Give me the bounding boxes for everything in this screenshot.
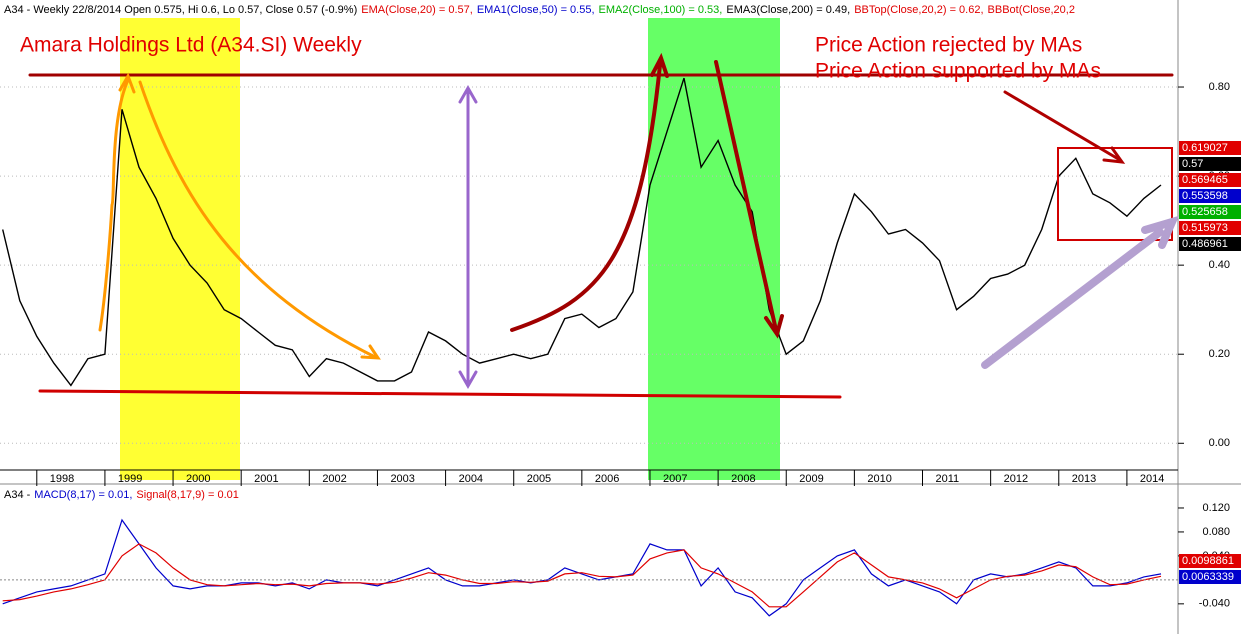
x-tick-label: 2001 <box>254 473 278 485</box>
support-line <box>38 389 842 399</box>
panel-header: A34 - MACD(8,17) = 0.01, Signal(8,17,9) = … <box>4 489 239 501</box>
value-box <box>1179 570 1241 584</box>
x-tick-label: 2010 <box>867 473 891 485</box>
x-tick-label: 2008 <box>731 473 755 485</box>
y-tick-label: 0.20 <box>1209 348 1230 360</box>
panel-header: A34 - Weekly 22/8/2014 Open 0.575, Hi 0.… <box>4 4 1075 16</box>
x-tick-label: 2011 <box>936 473 960 485</box>
x-tick-label: 2004 <box>459 473 483 485</box>
x-tick-label: 2000 <box>186 473 210 485</box>
x-tick-label: 1998 <box>50 473 74 485</box>
value-box <box>1179 221 1241 235</box>
chart-title: Amara Holdings Ltd (A34.SI) Weekly <box>20 34 362 57</box>
y-tick-label: -0.040 <box>1199 598 1230 610</box>
value-box <box>1179 173 1241 187</box>
surge-arrow <box>510 52 669 332</box>
value-box-label: 0.553598 <box>1182 190 1228 202</box>
x-tick-label: 2002 <box>322 473 346 485</box>
x-tick-label: 2013 <box>1072 473 1096 485</box>
crash-arrow <box>714 60 784 339</box>
drawings <box>28 52 1180 399</box>
value-box-label: 0.0098861 <box>1182 555 1234 567</box>
indicator-line <box>2 543 1162 608</box>
rise-arrow <box>98 72 136 332</box>
value-box <box>1179 205 1241 219</box>
x-tick-label: 2014 <box>1140 473 1164 485</box>
y-tick-label: 0.00 <box>1209 437 1230 449</box>
supported-arrow <box>981 215 1180 369</box>
range-arrow-heads <box>458 84 478 390</box>
header-item: BBTop(Close,20,2) = 0.62, <box>854 4 983 16</box>
header-item: A34 - <box>4 489 31 501</box>
header-item: EMA1(Close,50) = 0.55, <box>477 4 595 16</box>
x-tick-label: 2003 <box>390 473 414 485</box>
value-box-label: 0.486961 <box>1182 238 1228 250</box>
x-tick-label: 2012 <box>1004 473 1028 485</box>
header-item: Signal(8,17,9) = 0.01 <box>136 489 238 501</box>
header-item: MACD(8,17) = 0.01, <box>34 489 132 501</box>
x-tick-label: 2007 <box>663 473 687 485</box>
header-item: EMA2(Close,100) = 0.53, <box>599 4 723 16</box>
y-tick-label: 0.80 <box>1209 81 1230 93</box>
value-box-label: 0.569465 <box>1182 174 1228 186</box>
header-item: A34 - Weekly 22/8/2014 Open 0.575, Hi 0.… <box>4 4 357 16</box>
x-tick-label: 2009 <box>799 473 823 485</box>
decline-arrow <box>138 80 381 360</box>
value-box-label: 0.619027 <box>1182 142 1228 154</box>
x-tick-label: 1999 <box>118 473 142 485</box>
x-tick-label: 2006 <box>595 473 619 485</box>
value-box <box>1179 157 1241 171</box>
header-item: EMA3(Close,200) = 0.49, <box>726 4 850 16</box>
header-item: BBBot(Close,20,2 <box>988 4 1075 16</box>
value-box-label: 0.0063339 <box>1182 571 1234 583</box>
value-box-label: 0.525658 <box>1182 206 1228 218</box>
y-tick-label: 0.40 <box>1209 259 1230 271</box>
value-box-label: 0.515973 <box>1182 222 1228 234</box>
y-tick-label: 0.120 <box>1202 502 1230 514</box>
annotation: Price Action supported by MAs <box>815 60 1101 83</box>
focus-box <box>1057 147 1173 241</box>
value-box <box>1179 189 1241 203</box>
x-tick-label: 2005 <box>527 473 551 485</box>
value-box-label: 0.57 <box>1182 158 1203 170</box>
value-box <box>1179 554 1241 568</box>
value-box <box>1179 237 1241 251</box>
rejected-arrow <box>1003 90 1126 164</box>
header-item: EMA(Close,20) = 0.57, <box>361 4 473 16</box>
y-tick-label: 0.080 <box>1202 526 1230 538</box>
annotation: Price Action rejected by MAs <box>815 34 1082 57</box>
value-box <box>1179 141 1241 155</box>
price-line <box>2 77 1162 387</box>
indicator-line <box>2 518 1162 617</box>
